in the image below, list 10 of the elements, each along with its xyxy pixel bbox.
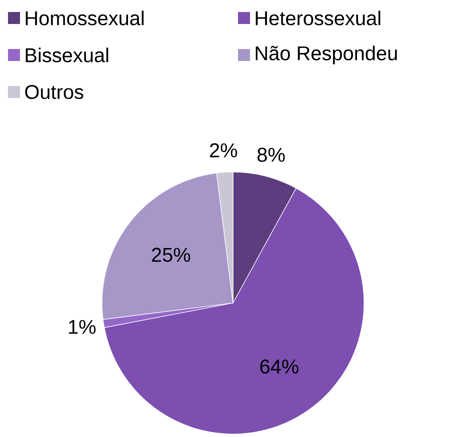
legend-label: Outros <box>25 84 84 100</box>
data-label: 8% <box>258 148 285 162</box>
data-label: 2% <box>210 143 238 158</box>
legend-label: Não Respondeu <box>256 46 397 64</box>
legend-label: Heterossexual <box>256 10 380 26</box>
data-label: 64% <box>260 360 298 374</box>
data-label: 25% <box>152 248 190 262</box>
legend-label: Bissexual <box>26 48 108 62</box>
legend-label: Homossexual <box>26 10 144 26</box>
data-label: 1% <box>68 320 96 334</box>
